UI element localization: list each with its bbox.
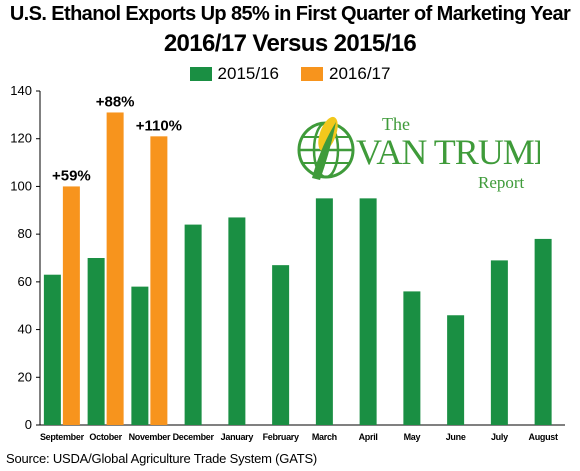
logo-word-report: Report	[478, 173, 525, 192]
legend-label-2015: 2015/16	[217, 64, 279, 83]
y-tick-label: 40	[18, 322, 32, 337]
y-tick-label: 60	[18, 274, 32, 289]
legend-item-2016: 2016/17	[301, 64, 390, 84]
bar-2016-17-september	[62, 186, 80, 425]
x-tick-label: May	[404, 432, 421, 442]
legend-swatch-2015	[189, 67, 212, 81]
x-tick-label: June	[446, 432, 466, 442]
x-tick-label: November	[129, 432, 171, 442]
y-tick-label: 20	[18, 369, 32, 384]
x-tick-label: January	[221, 432, 254, 442]
y-tick-label: 140	[10, 83, 32, 98]
bar-2015-16-june	[447, 315, 465, 425]
logo-word-van-trump: VAN TRUMP	[356, 132, 540, 172]
chart-title: U.S. Ethanol Exports Up 85% in First Qua…	[9, 3, 571, 25]
bar-2015-16-july	[490, 260, 508, 425]
bar-2016-17-november	[150, 136, 168, 426]
x-tick-label: September	[40, 432, 85, 442]
logo-word-the: The	[382, 114, 410, 134]
bar-2015-16-april	[359, 198, 377, 425]
legend: 2015/16 2016/17	[0, 64, 580, 84]
legend-swatch-2016	[301, 67, 323, 81]
legend-item-2015: 2015/16	[189, 64, 279, 84]
x-tick-label: October	[89, 432, 122, 442]
bar-2015-16-january	[228, 217, 246, 425]
bar-2015-16-february	[272, 265, 290, 425]
van-trump-report-logo: The VAN TRUMP Report	[297, 114, 540, 192]
y-tick-label: 100	[10, 178, 32, 193]
x-tick-label: April	[359, 432, 378, 442]
annotation-label: +88%	[96, 93, 135, 110]
x-tick-label: March	[312, 432, 337, 442]
x-tick-label: August	[529, 432, 558, 442]
x-tick-label: December	[173, 432, 215, 442]
bar-2015-16-november	[131, 286, 149, 425]
bar-2015-16-december	[184, 224, 202, 425]
annotation-label: +110%	[136, 117, 182, 134]
chart-subtitle: 2016/17 Versus 2015/16	[163, 30, 417, 57]
annotation-label: +59%	[52, 167, 91, 184]
bar-2016-17-october	[106, 112, 124, 425]
corn-icon	[312, 116, 338, 180]
y-tick-label: 0	[25, 417, 32, 432]
legend-label-2016: 2016/17	[329, 64, 391, 83]
y-tick-label: 80	[18, 226, 32, 241]
bar-2015-16-march	[315, 198, 333, 425]
y-tick-label: 120	[10, 131, 32, 146]
bar-2015-16-september	[43, 274, 61, 425]
x-tick-label: February	[263, 432, 299, 442]
bar-2015-16-august	[534, 238, 552, 425]
bar-2015-16-october	[87, 258, 105, 425]
bar-2015-16-may	[403, 291, 421, 425]
x-tick-label: July	[491, 432, 508, 442]
source-note: Source: USDA/Global Agriculture Trade Sy…	[6, 451, 318, 466]
